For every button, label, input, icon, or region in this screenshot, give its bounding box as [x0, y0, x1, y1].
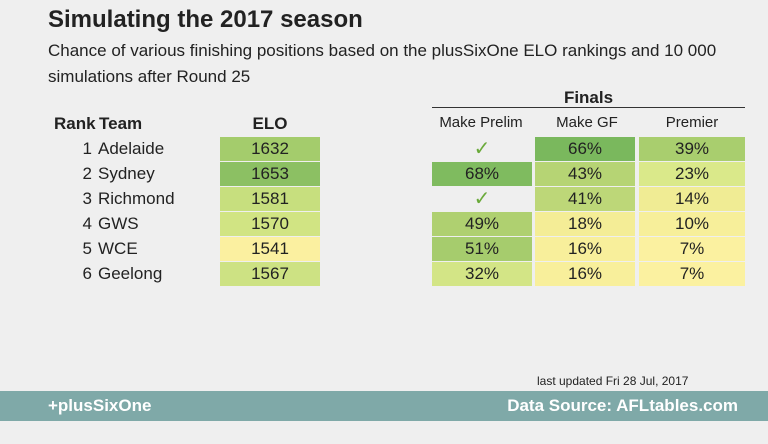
- make-prelim-cell: 51%: [432, 237, 532, 261]
- footer-bar: +plusSixOne Data Source: AFLtables.com: [0, 391, 768, 421]
- make-gf-cell: 66%: [535, 137, 635, 161]
- premier-cell: 39%: [639, 137, 745, 161]
- rank-cell: 5: [82, 239, 92, 258]
- check-icon: ✓: [473, 138, 491, 160]
- check-icon: ✓: [473, 188, 491, 210]
- make-prelim-cell: 68%: [432, 162, 532, 186]
- team-cell: Sydney: [98, 164, 155, 183]
- elo-cell: 1570: [220, 212, 320, 236]
- elo-header: ELO: [252, 114, 288, 133]
- make-gf-cell: 18%: [535, 212, 635, 236]
- elo-cell: 1581: [220, 187, 320, 211]
- make-gf-header: Make GF: [556, 114, 618, 131]
- make-prelim-header: Make Prelim: [439, 114, 523, 131]
- premier-cell: 14%: [639, 187, 745, 211]
- rank-cell: 6: [82, 264, 92, 283]
- premier-cell: 7%: [639, 262, 745, 286]
- premier-cell: 10%: [639, 212, 745, 236]
- team-cell: GWS: [98, 214, 139, 233]
- rank-cell: 3: [82, 189, 92, 208]
- elo-cell: 1541: [220, 237, 320, 261]
- brand-label: +plusSixOne: [48, 396, 152, 415]
- team-cell: Richmond: [98, 189, 175, 208]
- rank-header: Rank: [54, 114, 96, 133]
- make-gf-cell: 41%: [535, 187, 635, 211]
- make-gf-cell: 43%: [535, 162, 635, 186]
- team-cell: Adelaide: [98, 139, 165, 158]
- premier-cell: 23%: [639, 162, 745, 186]
- rank-cell: 2: [82, 164, 92, 183]
- rank-cell: 4: [82, 214, 92, 233]
- make-gf-cell: 16%: [535, 262, 635, 286]
- premier-header: Premier: [665, 114, 719, 131]
- last-updated: last updated Fri 28 Jul, 2017: [537, 374, 689, 388]
- elo-cell: 1632: [220, 137, 320, 161]
- premier-cell: 7%: [639, 237, 745, 261]
- data-source-label: Data Source: AFLtables.com: [507, 396, 738, 415]
- make-prelim-cell: 32%: [432, 262, 532, 286]
- finals-divider: [432, 107, 745, 108]
- chart-title: Simulating the 2017 season: [48, 6, 363, 33]
- rank-cell: 1: [82, 139, 92, 158]
- elo-cell: 1567: [220, 262, 320, 286]
- make-gf-cell: 16%: [535, 237, 635, 261]
- elo-cell: 1653: [220, 162, 320, 186]
- team-header: Team: [99, 114, 143, 133]
- team-cell: Geelong: [98, 264, 163, 283]
- chart-subtitle: Chance of various finishing positions ba…: [48, 41, 717, 86]
- finals-header: Finals: [563, 88, 614, 107]
- team-cell: WCE: [98, 239, 138, 258]
- make-prelim-cell: 49%: [432, 212, 532, 236]
